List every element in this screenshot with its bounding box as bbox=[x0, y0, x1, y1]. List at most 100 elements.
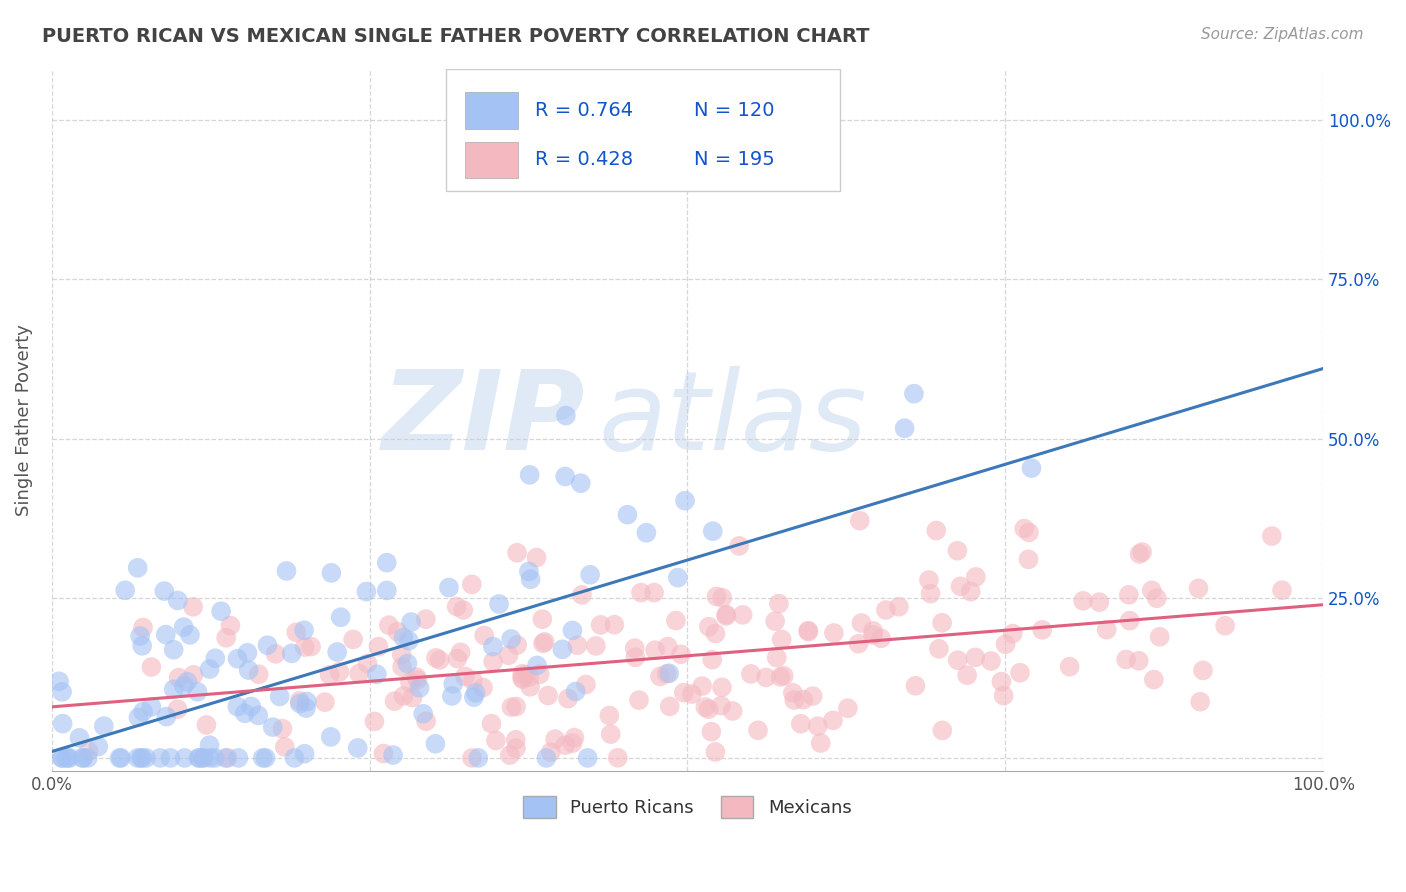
Point bbox=[499, 748, 522, 763]
Point bbox=[1187, 582, 1209, 596]
Point bbox=[464, 686, 486, 700]
Point bbox=[87, 739, 110, 754]
Point bbox=[783, 693, 806, 707]
Point bbox=[482, 640, 505, 654]
Point bbox=[299, 640, 322, 654]
Point bbox=[292, 624, 315, 638]
Text: N = 120: N = 120 bbox=[693, 101, 775, 120]
Point bbox=[517, 670, 540, 684]
Point bbox=[702, 524, 724, 538]
Point bbox=[392, 689, 415, 703]
Point bbox=[837, 701, 859, 715]
Point bbox=[135, 751, 157, 765]
Point bbox=[704, 626, 727, 640]
Point bbox=[363, 714, 385, 729]
Point bbox=[627, 693, 650, 707]
Point bbox=[512, 672, 534, 686]
Point bbox=[467, 751, 489, 765]
Point bbox=[681, 687, 703, 701]
Point bbox=[48, 674, 70, 689]
Point bbox=[564, 684, 586, 698]
Point bbox=[173, 751, 195, 765]
Point bbox=[603, 617, 626, 632]
Point bbox=[72, 751, 94, 765]
Point bbox=[711, 591, 734, 605]
Point bbox=[446, 651, 468, 665]
Point bbox=[658, 699, 681, 714]
Point bbox=[269, 690, 291, 704]
Point bbox=[797, 624, 820, 638]
Point bbox=[529, 667, 551, 681]
Point bbox=[347, 666, 370, 681]
Point bbox=[506, 546, 529, 560]
Point bbox=[1008, 665, 1031, 680]
Point bbox=[990, 674, 1012, 689]
Point bbox=[215, 631, 238, 645]
Point bbox=[669, 647, 692, 661]
Point bbox=[721, 704, 744, 718]
Point bbox=[526, 658, 548, 673]
Point bbox=[1115, 652, 1137, 666]
Point bbox=[807, 719, 830, 733]
Point bbox=[643, 585, 665, 599]
Point bbox=[283, 751, 305, 765]
Point bbox=[519, 680, 541, 694]
Point bbox=[254, 751, 277, 765]
Point bbox=[848, 514, 870, 528]
Text: Source: ZipAtlas.com: Source: ZipAtlas.com bbox=[1201, 27, 1364, 42]
Point bbox=[575, 677, 598, 691]
Point bbox=[437, 581, 460, 595]
Point bbox=[1001, 626, 1024, 640]
Point bbox=[236, 646, 259, 660]
Point bbox=[1146, 591, 1168, 606]
Point bbox=[862, 624, 884, 638]
Point bbox=[186, 685, 208, 699]
Point bbox=[149, 751, 172, 765]
Point bbox=[191, 751, 214, 765]
Point bbox=[624, 650, 647, 665]
Text: N = 195: N = 195 bbox=[693, 151, 775, 169]
Point bbox=[564, 731, 586, 745]
Point bbox=[238, 663, 260, 677]
Point bbox=[166, 702, 188, 716]
Point bbox=[728, 539, 751, 553]
Point bbox=[1271, 583, 1294, 598]
Point bbox=[536, 751, 558, 765]
Point bbox=[765, 650, 787, 665]
Point bbox=[181, 599, 204, 614]
Point bbox=[810, 736, 832, 750]
Point bbox=[598, 708, 620, 723]
Point bbox=[576, 751, 599, 765]
Point bbox=[1140, 583, 1163, 598]
Point bbox=[519, 572, 541, 586]
Point bbox=[875, 603, 897, 617]
Point bbox=[561, 736, 583, 750]
Point bbox=[77, 744, 100, 758]
Point bbox=[1118, 614, 1140, 628]
Point bbox=[690, 679, 713, 693]
Point bbox=[616, 508, 638, 522]
Point bbox=[1059, 659, 1081, 673]
Point bbox=[274, 739, 297, 754]
Point bbox=[131, 751, 153, 765]
Point bbox=[396, 657, 419, 671]
Point bbox=[454, 669, 477, 683]
Point bbox=[375, 583, 398, 598]
Point bbox=[980, 654, 1002, 668]
Point bbox=[561, 624, 583, 638]
Point bbox=[567, 638, 589, 652]
Point bbox=[710, 698, 733, 713]
Point bbox=[531, 612, 554, 626]
Point bbox=[247, 667, 270, 681]
Point bbox=[51, 751, 73, 765]
Point bbox=[485, 733, 508, 747]
Point bbox=[179, 628, 201, 642]
Point bbox=[666, 571, 689, 585]
Point bbox=[569, 476, 592, 491]
FancyBboxPatch shape bbox=[446, 69, 839, 192]
Point bbox=[571, 588, 593, 602]
Point bbox=[893, 421, 915, 435]
Point bbox=[1149, 630, 1171, 644]
Point bbox=[406, 673, 429, 687]
Point bbox=[314, 695, 336, 709]
